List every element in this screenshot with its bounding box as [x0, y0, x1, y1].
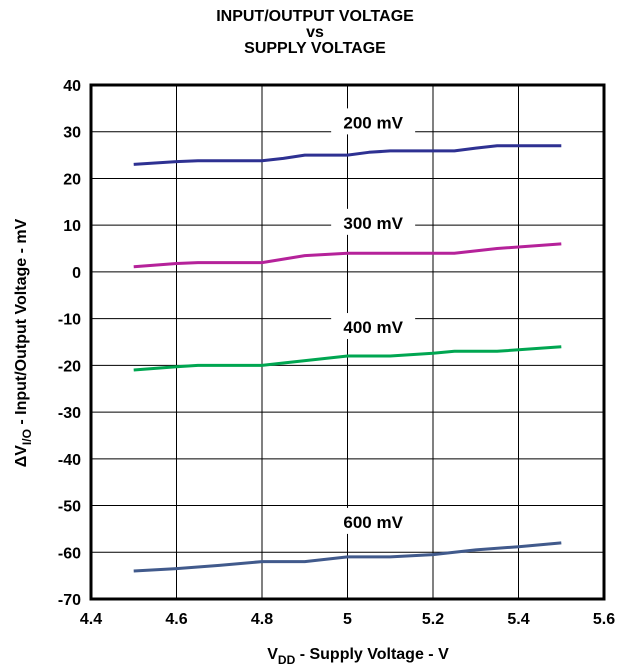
series-label-bg — [331, 507, 416, 534]
series-label-3: 600 mV — [343, 513, 403, 532]
y-tick-label: 40 — [63, 78, 81, 95]
y-tick-label: 30 — [63, 125, 81, 142]
y-tick-label: -20 — [58, 358, 81, 375]
series-line-3 — [133, 541, 562, 573]
series-label-2: 400 mV — [343, 318, 403, 337]
series-label-0: 200 mV — [343, 113, 403, 132]
y-tick-label: 10 — [63, 218, 81, 235]
series-label-bg — [331, 108, 416, 135]
chart-title-line-1: INPUT/OUTPUT VOLTAGE — [216, 8, 414, 25]
y-tick-label: -50 — [58, 499, 81, 516]
x-tick-label: 5.2 — [422, 611, 444, 628]
y-tick-label: -10 — [58, 312, 81, 329]
y-tick-label: -70 — [58, 592, 81, 609]
y-tick-label: 20 — [63, 171, 81, 188]
series-line-1 — [133, 242, 562, 269]
x-tick-label: 5 — [343, 611, 352, 628]
y-tick-label: -40 — [58, 452, 81, 469]
series-line-0 — [133, 144, 562, 166]
y-tick-label: 0 — [72, 265, 81, 282]
series-label-bg — [331, 208, 416, 235]
series-line-2 — [133, 345, 562, 372]
y-tick-labels: 40 30 20 10 0 -10 -20 -30 -40 -50 -60 -70 — [58, 78, 81, 609]
x-tick-labels: 4.4 4.6 4.8 5 5.2 5.4 5.6 — [80, 611, 615, 628]
series-label-1: 300 mV — [343, 214, 403, 233]
plot-frame — [89, 83, 606, 601]
x-tick-label: 4.4 — [80, 611, 102, 628]
x-tick-label: 4.6 — [165, 611, 187, 628]
y-axis-title: ΔVI/O - Input/Output Voltage - mV — [13, 218, 34, 467]
y-tick-label: -30 — [58, 405, 81, 422]
y-tick-label: -60 — [58, 545, 81, 562]
x-tick-label: 5.4 — [507, 611, 529, 628]
x-axis-title: VDD - Supply Voltage - V — [267, 646, 449, 667]
chart-title-line-2: vs — [306, 24, 324, 41]
series-layer: 200 mV 300 mV 400 mV 600 mV — [133, 108, 562, 573]
x-tick-label: 5.6 — [593, 611, 615, 628]
x-tick-label: 4.8 — [251, 611, 273, 628]
series-label-bg — [331, 313, 416, 340]
chart-title-line-3: SUPPLY VOLTAGE — [244, 40, 386, 57]
